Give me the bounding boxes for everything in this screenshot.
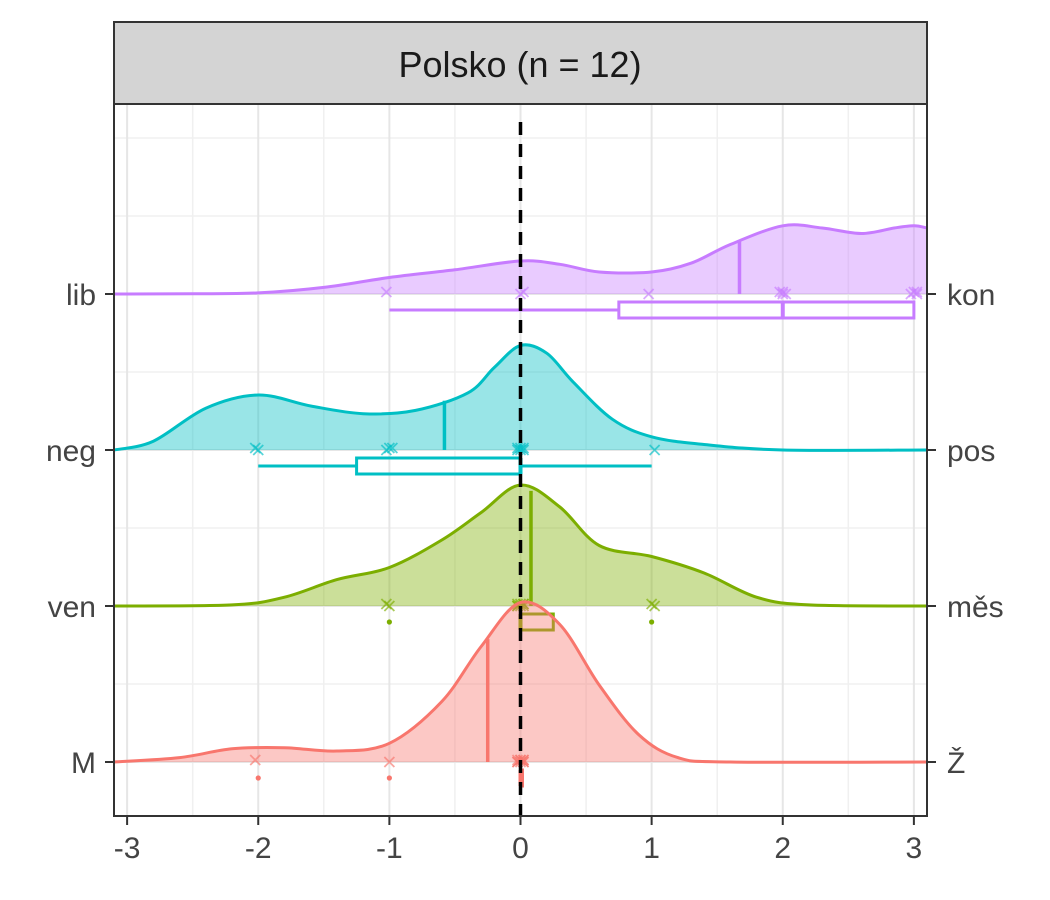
outlier-point [255,775,261,781]
data-point [911,286,923,298]
x-tick-label: 1 [643,832,660,865]
outlier-point [649,619,655,625]
data-point [249,754,261,766]
data-point [648,600,661,612]
density-line [113,600,928,764]
data-point [383,442,396,454]
x-tick-label: -1 [376,832,403,865]
x-tick-label: -2 [245,832,272,865]
data-point [383,756,396,768]
plot-panel [113,103,928,817]
y-tick-label-right: Ž [947,747,965,780]
data-point [383,600,396,612]
data-point [380,286,393,298]
x-tick-label: 2 [774,832,791,865]
data-point [514,442,527,454]
density-line [113,343,928,452]
x-axis: -3 -2 -1 0 1 2 3 [114,816,922,865]
y-tick-label-right: pos [947,435,995,468]
density-area [114,224,927,294]
y-tick-label-left: neg [46,435,96,468]
x-tick-label: 3 [906,832,923,865]
data-point [780,288,792,300]
data-point [642,288,655,300]
y-tick-label-left: ven [48,591,96,624]
data-point [911,288,923,300]
outlier-point [386,619,392,625]
y-tick-label-left: M [71,747,96,780]
outlier-point [386,775,392,781]
y-tick-label-left: lib [66,279,96,312]
y-tick-label-right: kon [947,279,995,312]
data-point [252,444,264,456]
y-axis-left: lib neg ven M [46,279,114,780]
data-point [648,444,661,456]
data-point [777,288,789,300]
y-axis-right: kon pos měs Ž [927,279,1004,780]
density-line [113,223,928,296]
x-tick-label: 0 [512,832,529,865]
data-point [386,442,399,454]
strip-background [113,21,928,105]
series-lib [113,223,928,320]
x-tick-label: -3 [114,832,141,865]
data-point [517,442,530,454]
facet-label: Polsko (n = 12) [398,44,641,85]
box [617,300,916,320]
y-tick-label-right: měs [947,591,1004,624]
